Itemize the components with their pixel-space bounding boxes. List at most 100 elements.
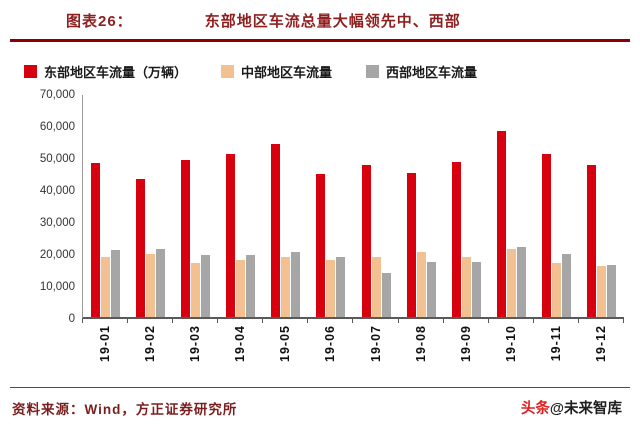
- x-axis-label: 19-09: [443, 325, 488, 379]
- x-tick: [534, 319, 579, 323]
- legend-swatch: [24, 65, 37, 78]
- bar-group-19-07: [361, 95, 391, 317]
- bar: [406, 172, 416, 317]
- chart-header: 图表26： 东部地区车流总量大幅领先中、西部: [0, 0, 640, 36]
- footer-divider: [10, 387, 630, 388]
- x-tick: [128, 319, 174, 323]
- bar: [281, 256, 291, 317]
- bar: [516, 247, 526, 317]
- bar: [291, 252, 301, 317]
- x-tick: [489, 319, 534, 323]
- x-axis-label-text: 19-07: [368, 325, 383, 362]
- x-axis-label-text: 19-01: [97, 325, 112, 362]
- bar: [236, 259, 246, 317]
- bar-group-19-05: [271, 95, 301, 317]
- bar-group-19-04: [226, 95, 256, 317]
- bar: [111, 250, 121, 317]
- bar: [336, 256, 346, 317]
- bar: [326, 259, 336, 317]
- bar: [181, 160, 191, 317]
- x-axis-label-text: 19-04: [233, 325, 248, 362]
- bar: [461, 256, 471, 317]
- x-axis-label-text: 19-09: [458, 325, 473, 362]
- bar: [416, 252, 426, 317]
- legend-label: 西部地区车流量: [386, 65, 478, 80]
- x-axis-label: 19-08: [398, 325, 443, 379]
- chart-footer: 资料来源：Wind，方正证券研究所 头条@未来智库: [0, 388, 640, 418]
- bar: [561, 253, 571, 317]
- title-divider: [10, 39, 630, 42]
- legend-item: 东部地区车流量（万辆）: [24, 62, 187, 81]
- x-axis-label: 19-06: [308, 325, 353, 379]
- y-tick-label: 60,000: [39, 121, 75, 133]
- figure-number: 图表26：: [66, 13, 133, 30]
- bar: [246, 255, 256, 317]
- legend-swatch: [221, 65, 235, 78]
- bar-group-19-11: [541, 95, 571, 317]
- bar: [541, 153, 551, 317]
- x-axis-label-text: 19-12: [594, 325, 609, 362]
- bar-group-19-09: [451, 95, 481, 317]
- x-axis-label: 19-05: [263, 325, 308, 379]
- legend-swatch: [366, 65, 380, 78]
- bar: [451, 161, 461, 317]
- bar: [371, 256, 381, 317]
- bar: [426, 261, 436, 317]
- x-tick: [173, 319, 219, 323]
- bar: [551, 263, 561, 317]
- bar-group-19-12: [586, 95, 616, 317]
- x-tick: [353, 319, 399, 323]
- legend-label: 东部地区车流量（万辆）: [44, 65, 188, 80]
- x-axis-label-text: 19-05: [278, 325, 293, 362]
- x-axis-label: 19-03: [172, 325, 217, 379]
- x-axis-label: 19-11: [534, 325, 579, 379]
- x-tick: [399, 319, 444, 323]
- bar: [191, 263, 201, 317]
- y-tick-label: 10,000: [39, 281, 75, 293]
- bar: [606, 264, 616, 317]
- bar-group-19-08: [406, 95, 436, 317]
- bar: [136, 179, 146, 317]
- watermark: 头条@未来智库: [521, 397, 622, 418]
- bar: [271, 144, 281, 317]
- bar: [496, 131, 506, 317]
- bar-group-19-03: [181, 95, 211, 317]
- x-axis-label: 19-04: [218, 325, 263, 379]
- x-tick-row: [82, 319, 624, 323]
- y-tick-label: 50,000: [39, 153, 75, 165]
- plot-area: [82, 95, 624, 319]
- chart-title: 东部地区车流总量大幅领先中、西部: [204, 13, 461, 30]
- x-axis-label: 19-07: [353, 325, 398, 379]
- x-tick: [263, 319, 309, 323]
- source-note: 资料来源：Wind，方正证券研究所: [12, 401, 238, 417]
- bar: [101, 256, 111, 317]
- bar-group-19-10: [496, 95, 526, 317]
- bar-group-19-02: [136, 95, 166, 317]
- x-axis-label: 19-10: [489, 325, 534, 379]
- x-axis-label-text: 19-08: [413, 325, 428, 362]
- y-tick-label: 0: [68, 313, 75, 325]
- x-axis-label: 19-01: [82, 325, 127, 379]
- x-axis-label-text: 19-02: [142, 325, 157, 362]
- watermark-logo-text: 头条: [520, 401, 550, 417]
- y-axis: 70,000 60,000 50,000 40,000 30,000 20,000 10,0…: [6, 89, 82, 325]
- bar: [226, 153, 236, 317]
- x-tick: [444, 319, 489, 323]
- x-axis-label: 19-12: [579, 325, 624, 379]
- bar: [316, 174, 326, 317]
- x-axis-label-text: 19-11: [549, 325, 564, 362]
- legend-item: 中部地区车流量: [221, 62, 332, 81]
- x-tick: [82, 319, 129, 323]
- x-axis-label-text: 19-03: [187, 325, 202, 362]
- y-tick-label: 20,000: [39, 249, 75, 261]
- x-tick: [218, 319, 264, 323]
- legend: 东部地区车流量（万辆） 中部地区车流量 西部地区车流量: [0, 42, 640, 85]
- bar: [91, 163, 101, 317]
- bar-group-19-06: [316, 95, 346, 317]
- x-labels: 19-01 19-02 19-03 19-04 19-05 19-06 19-07 19-08…: [82, 325, 624, 379]
- x-axis-label: 19-02: [127, 325, 172, 379]
- bar: [506, 248, 516, 317]
- bar: [146, 253, 156, 317]
- x-axis-label-text: 19-06: [323, 325, 338, 362]
